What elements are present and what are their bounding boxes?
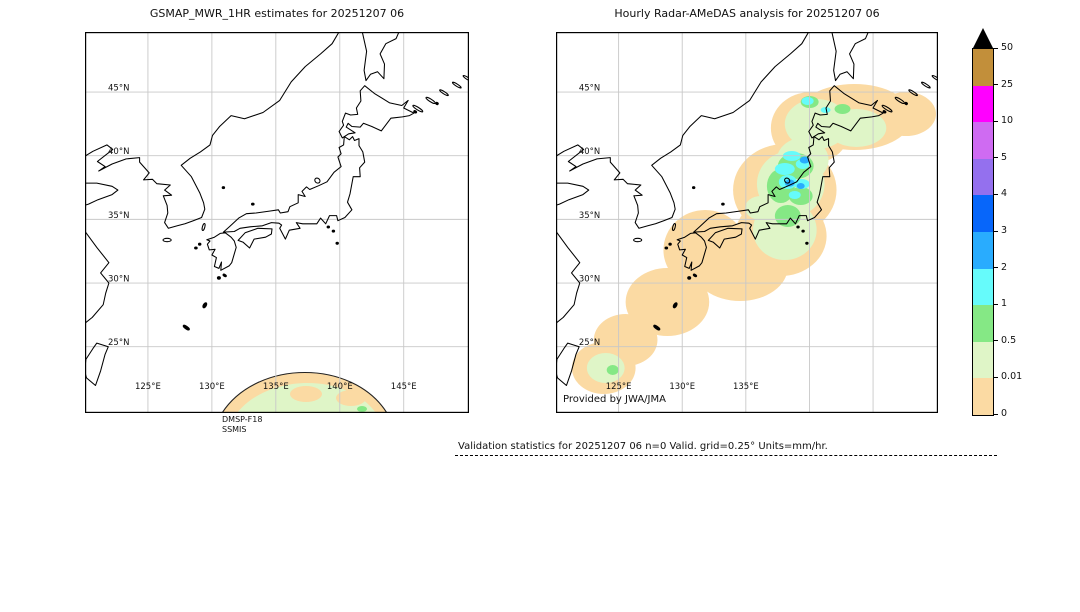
- colorbar-tick-mark: [993, 84, 998, 86]
- sensor-name-label: DMSP-F18: [222, 415, 263, 424]
- colorbar-tick-label: 0: [1001, 408, 1008, 419]
- lon-label: 130°E: [669, 381, 695, 391]
- colorbar-bar: [972, 48, 994, 416]
- left-map-canvas: 45°N 40°N 35°N 30°N 25°N 125°E 130°E 135°E 140°E…: [85, 32, 469, 413]
- colorbar-tick-label: 2: [1001, 261, 1008, 273]
- map-frame: [85, 32, 469, 413]
- lat-label: 35°N: [108, 211, 129, 221]
- lat-label: 30°N: [579, 274, 600, 284]
- colorbar-tick-mark: [993, 47, 998, 49]
- data-credit-label: Provided by JWA/JMA: [563, 394, 666, 405]
- lat-label: 40°N: [579, 146, 600, 156]
- colorbar-tick-label: 1: [1001, 298, 1008, 310]
- graticule-labels: 45°N 40°N 35°N 30°N 25°N 125°E 130°E 135°E: [579, 83, 759, 391]
- lat-label: 40°N: [108, 147, 129, 157]
- lat-label: 45°N: [579, 83, 600, 93]
- graticule-labels: 45°N 40°N 35°N 30°N 25°N 125°E 130°E 135°E 140°E…: [108, 84, 417, 392]
- colorbar-tick-mark: [993, 303, 998, 305]
- precip-level-intense: [784, 156, 810, 189]
- lat-label: 35°N: [579, 210, 600, 220]
- colorbar-segment: [973, 49, 993, 86]
- precipitation-field: [571, 84, 937, 394]
- coastlines: [85, 32, 469, 387]
- colorbar-tick-label: 25: [1001, 78, 1014, 90]
- colorbar-tick-label: 10: [1001, 115, 1014, 127]
- colorbar-segment: [973, 85, 993, 123]
- colorbar-tick-mark: [993, 413, 998, 415]
- colorbar-segment: [973, 231, 993, 269]
- colorbar-tick-mark: [993, 267, 998, 269]
- dashed-separator-line: [455, 455, 997, 456]
- colorbar-tick-mark: [993, 157, 998, 159]
- colorbar-segment: [973, 268, 993, 306]
- colorbar-segment: [973, 158, 993, 196]
- colorbar-overflow-triangle: [973, 28, 993, 48]
- swath-edge-arc: [221, 372, 388, 413]
- left-map: 45°N 40°N 35°N 30°N 25°N 125°E 130°E 135°E 140°E…: [85, 32, 469, 413]
- coastlines: [556, 32, 938, 387]
- lon-label: 145°E: [391, 382, 417, 392]
- colorbar: 50 25 10 5 4 3 2 1 0.5 0.01 0: [972, 28, 1033, 419]
- lat-label: 25°N: [108, 338, 129, 348]
- lon-label: 135°E: [733, 381, 759, 391]
- right-map: 45°N 40°N 35°N 30°N 25°N 125°E 130°E 135°E: [556, 32, 938, 413]
- lon-label: 140°E: [327, 382, 353, 392]
- colorbar-segment: [973, 195, 993, 232]
- colorbar-segment: [973, 341, 993, 379]
- colorbar-tick-mark: [993, 230, 998, 232]
- colorbar-tick-mark: [993, 340, 998, 342]
- map-frame: [556, 32, 938, 413]
- left-map-title: GSMAP_MWR_1HR estimates for 20251207 06: [149, 7, 405, 20]
- lat-label: 45°N: [108, 84, 129, 94]
- satellite-swath-field: [221, 372, 388, 413]
- lat-label: 25°N: [579, 337, 600, 347]
- lon-label: 135°E: [263, 382, 289, 392]
- lon-label: 125°E: [606, 381, 632, 391]
- colorbar-tick-label: 0.01: [1001, 371, 1023, 383]
- colorbar-tick-label: 4: [1001, 188, 1008, 200]
- lon-label: 125°E: [135, 382, 161, 392]
- lon-label: 130°E: [199, 382, 225, 392]
- colorbar-segment: [973, 378, 993, 415]
- colorbar-tick-label: 0.5: [1001, 334, 1017, 346]
- right-map-title: Hourly Radar-AMeDAS analysis for 2025120…: [614, 7, 880, 20]
- colorbar-segment: [973, 305, 993, 342]
- colorbar-tick-label: 5: [1001, 151, 1008, 163]
- colorbar-segment: [973, 122, 993, 159]
- instrument-name-label: SSMIS: [222, 425, 247, 434]
- colorbar-tick-label: 3: [1001, 225, 1008, 236]
- colorbar-tick-mark: [993, 120, 998, 122]
- colorbar-tick-mark: [993, 376, 998, 378]
- grid-lines: [85, 32, 469, 413]
- right-map-canvas: 45°N 40°N 35°N 30°N 25°N 125°E 130°E 135°E: [556, 32, 938, 413]
- grid-lines: [556, 32, 938, 413]
- colorbar-tick-label: 50: [1001, 42, 1014, 53]
- lat-label: 30°N: [108, 275, 129, 285]
- colorbar-tick-mark: [993, 193, 998, 195]
- validation-statistics-text: Validation statistics for 20251207 06 n=…: [458, 441, 828, 452]
